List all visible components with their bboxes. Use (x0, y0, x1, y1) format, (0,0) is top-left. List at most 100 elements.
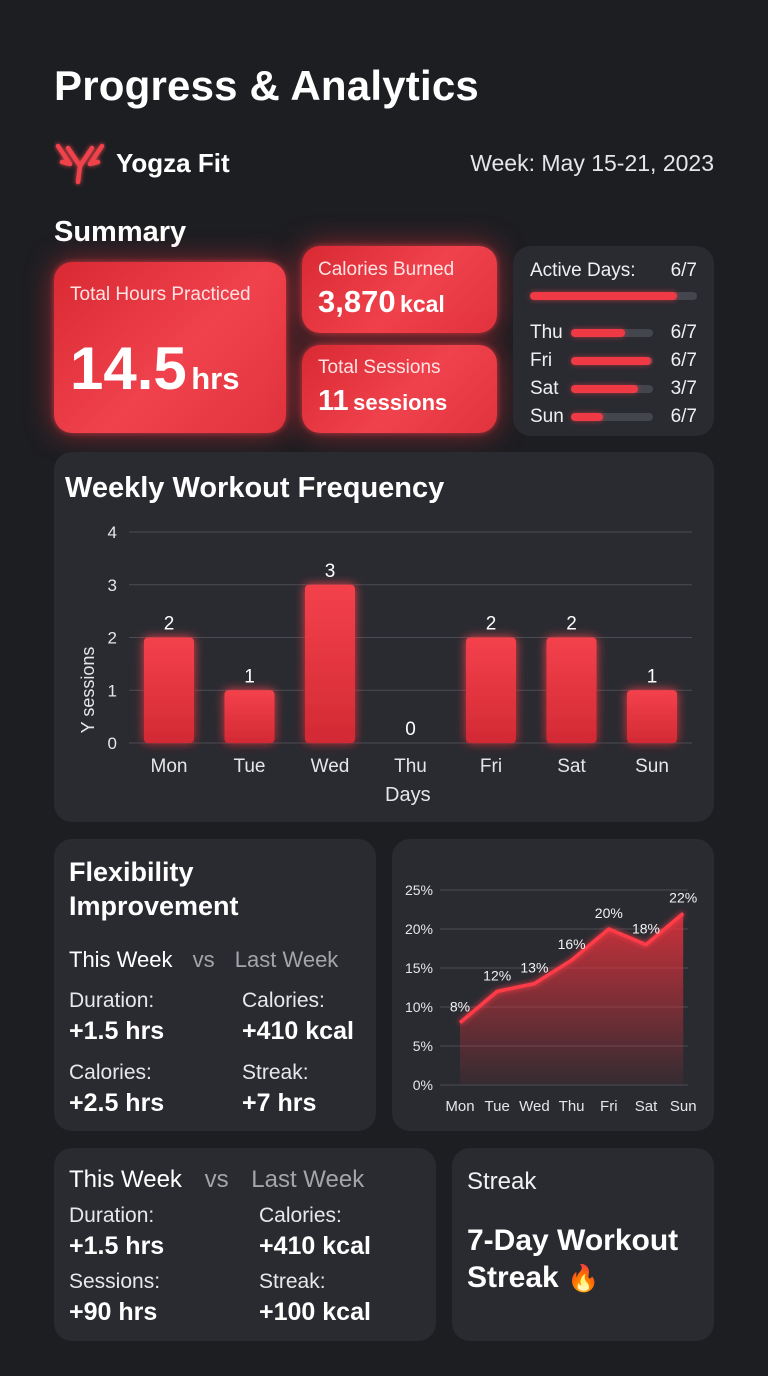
flexibility-chart-card: 0% 5% 10% 15% 20% 25% 8% 12% 13% 16% 20% 18% 22% Mon T… (392, 839, 714, 1131)
compare-this-week: This Week (69, 1166, 182, 1193)
yogza-logo-icon (55, 143, 105, 185)
active-day-value: 6/7 (670, 406, 697, 427)
total-sessions-value: 11 (318, 385, 349, 417)
y-axis-label: Y sessions (78, 646, 98, 734)
x-tick-label: Mon (445, 1098, 474, 1115)
calories-burned-label: Calories Burned (318, 259, 455, 280)
y-tick-label: 25% (405, 882, 433, 898)
point-label: 12% (483, 967, 511, 983)
x-tick-label: Sun (635, 756, 669, 777)
active-day-bar (571, 329, 653, 337)
active-day-value: 6/7 (670, 350, 697, 371)
active-days-label: Active Days: (530, 260, 636, 281)
flex-calories-value: +410 kcal (242, 1017, 354, 1045)
x-tick-label: Fri (480, 756, 502, 777)
x-tick-label: Sun (670, 1098, 697, 1115)
flex-this-week: This Week (69, 947, 173, 972)
streak-line1: 7-Day Workout (467, 1224, 679, 1257)
compare-streak-label: Streak: (259, 1270, 326, 1293)
bar-value-label: 2 (566, 614, 577, 635)
active-day-label: Sat (530, 378, 559, 399)
active-day-label: Thu (530, 322, 563, 343)
x-tick-label: Sat (557, 756, 586, 777)
total-hours-value: 14.5 (70, 335, 187, 402)
y-tick-label: 3 (108, 576, 117, 595)
streak-card: Streak 7-Day Workout Streak 🔥 (452, 1148, 714, 1341)
flex-calories2-value: +2.5 hrs (69, 1089, 165, 1117)
bar-wed[interactable] (305, 584, 355, 743)
bar-tue[interactable] (224, 690, 275, 743)
point-label: 13% (520, 960, 548, 976)
flexibility-trend-chart: 0% 5% 10% 15% 20% 25% 8% 12% 13% 16% 20% 18% 22% Mon T… (405, 882, 697, 1115)
calories-burned-card[interactable]: Calories Burned 3,870 kcal (302, 246, 497, 333)
point-label: 18% (632, 921, 660, 937)
flex-last-week: Last Week (234, 947, 339, 972)
compare-last-week: Last Week (251, 1166, 365, 1193)
x-tick-label: Wed (519, 1098, 550, 1115)
x-tick-label: Wed (311, 756, 350, 777)
bar-mon[interactable] (144, 637, 194, 744)
compare-calories-label: Calories: (259, 1204, 342, 1227)
y-tick-label: 15% (405, 960, 433, 976)
flex-duration-label: Duration: (69, 989, 155, 1012)
point-label: 20% (595, 905, 623, 921)
active-day-label: Fri (530, 350, 553, 371)
flexibility-card: Flexibility Improvement This Week vs Las… (54, 839, 376, 1131)
y-tick-label: 5% (413, 1038, 433, 1054)
point-label: 8% (450, 999, 470, 1015)
bar-value-label: 2 (164, 614, 175, 635)
bar-value-label: 0 (405, 719, 416, 740)
calories-burned-value: 3,870 (318, 284, 396, 319)
bar-value-label: 1 (647, 666, 658, 687)
flex-streak-label: Streak: (242, 1061, 309, 1084)
streak-title: Streak (467, 1168, 537, 1195)
x-axis-label: Days (385, 784, 431, 806)
total-sessions-card[interactable]: Total Sessions 11 sessions (302, 345, 497, 433)
active-day-label: Sun (530, 406, 564, 427)
active-day-bar (571, 357, 653, 365)
total-hours-card[interactable]: Total Hours Practiced 14.5 hrs (54, 262, 286, 433)
summary-title: Summary (54, 216, 187, 248)
bar-sat[interactable] (546, 637, 597, 744)
x-tick-label: Mon (151, 756, 188, 777)
flex-streak-value: +7 hrs (242, 1089, 317, 1117)
active-day-bar-fill (571, 413, 603, 421)
y-tick-label: 2 (108, 629, 117, 648)
y-tick-label: 1 (108, 681, 117, 700)
x-tick-label: Fri (600, 1098, 618, 1115)
compare-calories-value: +410 kcal (259, 1232, 371, 1260)
active-day-value: 6/7 (670, 322, 697, 343)
bar-sun[interactable] (627, 690, 677, 743)
comparison-card: This Week vs Last Week Duration: +1.5 hr… (54, 1148, 436, 1341)
bar-value-label: 2 (486, 614, 497, 635)
active-days-value: 6/7 (670, 260, 697, 281)
weekly-frequency-card: Weekly Workout Frequency 0 1 2 3 4 2 Mon 1 Tue 3 W… (54, 452, 714, 822)
active-days-card[interactable]: Active Days: 6/7 Thu 6/7 Fri 6/7 Sat 3/7 Sun 6/… (513, 246, 714, 436)
trend-line (458, 912, 685, 1024)
x-tick-label: Thu (394, 756, 427, 777)
compare-duration-label: Duration: (69, 1204, 155, 1227)
active-day-bar-fill (571, 357, 651, 365)
x-tick-label: Sat (635, 1098, 658, 1115)
compare-vs: vs (204, 1166, 229, 1193)
flex-duration-value: +1.5 hrs (69, 1017, 165, 1045)
compare-sessions-value: +90 hrs (69, 1298, 158, 1326)
bar-fri[interactable] (466, 637, 516, 744)
flex-calories2-label: Calories: (69, 1061, 152, 1084)
fire-icon: 🔥 (567, 1263, 600, 1293)
streak-line2: Streak (467, 1261, 559, 1294)
total-sessions-label: Total Sessions (318, 357, 441, 378)
bar-value-label: 3 (325, 561, 336, 582)
flexibility-title-line2: Improvement (69, 891, 239, 921)
compare-duration-value: +1.5 hrs (69, 1232, 165, 1260)
area-fill (460, 913, 684, 1085)
total-hours-unit: hrs (191, 361, 240, 396)
page-title: Progress & Analytics (54, 62, 479, 109)
point-label: 16% (558, 936, 586, 952)
y-tick-label: 10% (405, 999, 433, 1015)
active-day-bar (571, 385, 653, 393)
x-tick-label: Tue (485, 1098, 510, 1115)
y-tick-label: 4 (108, 523, 117, 542)
x-tick-label: Tue (233, 756, 265, 777)
compare-streak-value: +100 kcal (259, 1298, 371, 1326)
